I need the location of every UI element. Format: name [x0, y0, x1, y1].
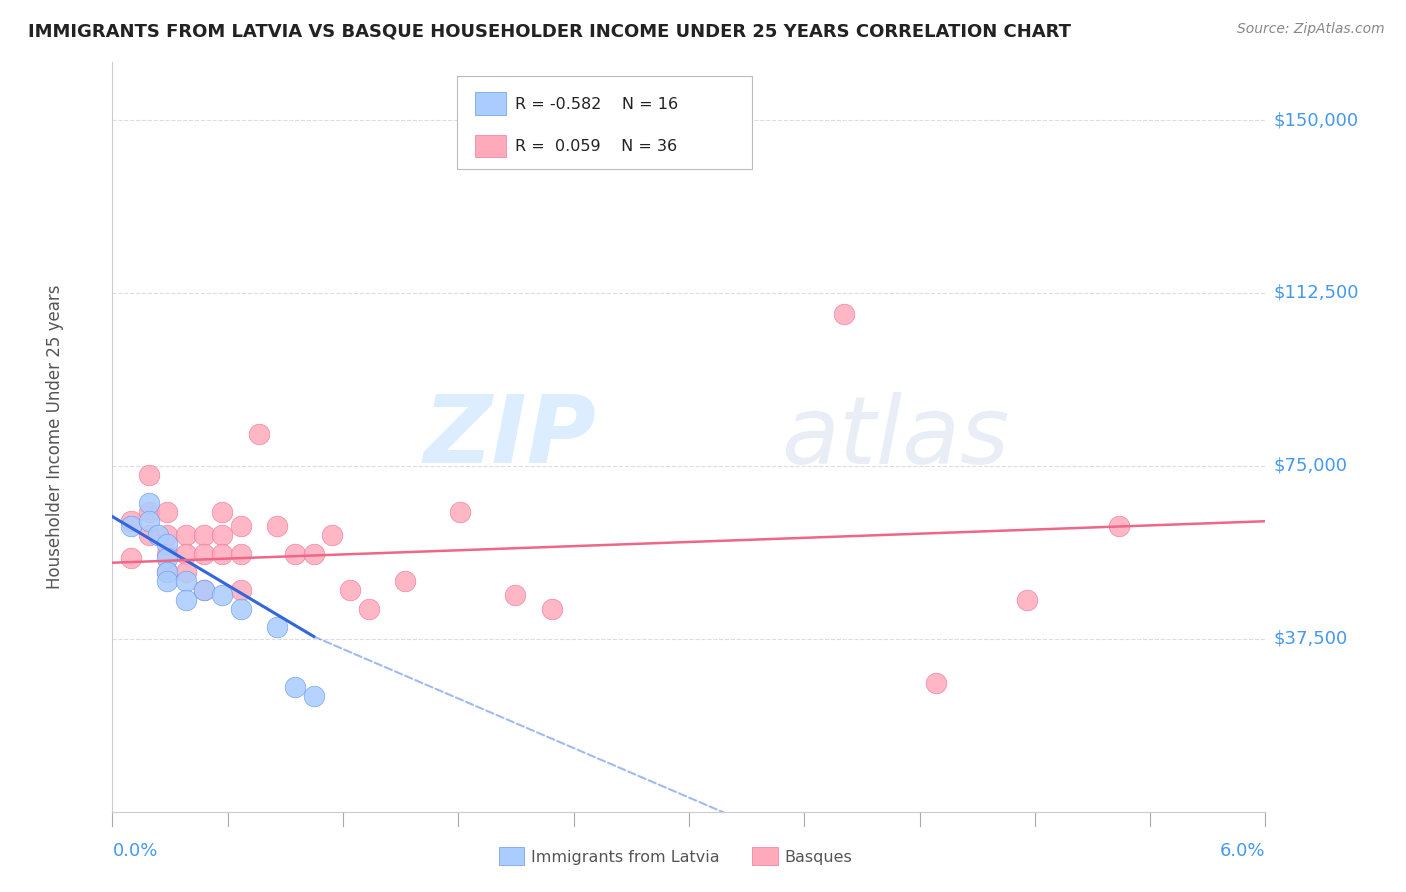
Text: $150,000: $150,000 [1274, 112, 1358, 129]
Point [302, 547, 325, 561]
Point [211, 547, 233, 561]
Point [120, 551, 142, 566]
Point [138, 528, 160, 542]
Point [138, 514, 160, 528]
Point [357, 602, 380, 616]
Point [156, 574, 179, 589]
Point [156, 547, 179, 561]
Point [266, 620, 288, 634]
Point [174, 574, 197, 589]
Text: ZIP: ZIP [423, 391, 596, 483]
Text: 6.0%: 6.0% [1220, 842, 1265, 860]
Text: IMMIGRANTS FROM LATVIA VS BASQUE HOUSEHOLDER INCOME UNDER 25 YEARS CORRELATION C: IMMIGRANTS FROM LATVIA VS BASQUE HOUSEHO… [28, 22, 1071, 40]
Point [211, 588, 233, 602]
Text: R =  0.059    N = 36: R = 0.059 N = 36 [515, 139, 676, 154]
Point [394, 574, 416, 589]
Point [174, 528, 197, 542]
Point [284, 547, 307, 561]
Point [1017, 592, 1039, 607]
Point [138, 468, 160, 483]
Point [211, 505, 233, 519]
Point [925, 675, 948, 690]
Point [120, 514, 142, 528]
Point [174, 547, 197, 561]
Point [156, 551, 179, 566]
Text: $75,000: $75,000 [1274, 457, 1348, 475]
Point [138, 496, 160, 510]
Point [193, 547, 215, 561]
Point [156, 537, 179, 551]
Point [540, 602, 562, 616]
Point [138, 505, 160, 519]
Point [174, 592, 197, 607]
Text: R = -0.582    N = 16: R = -0.582 N = 16 [515, 96, 678, 112]
Point [229, 547, 252, 561]
Point [193, 583, 215, 598]
Point [284, 680, 307, 694]
Point [156, 528, 179, 542]
Point [229, 583, 252, 598]
Text: atlas: atlas [782, 392, 1010, 483]
Point [247, 426, 270, 441]
Text: $112,500: $112,500 [1274, 284, 1360, 302]
Point [174, 565, 197, 579]
Point [449, 505, 471, 519]
Point [834, 307, 856, 321]
Text: Basques: Basques [785, 850, 852, 864]
Point [156, 505, 179, 519]
Point [211, 528, 233, 542]
Point [229, 519, 252, 533]
Text: Source: ZipAtlas.com: Source: ZipAtlas.com [1237, 22, 1385, 37]
Point [120, 519, 142, 533]
Point [321, 528, 343, 542]
Point [193, 528, 215, 542]
Point [503, 588, 526, 602]
Point [156, 565, 179, 579]
Point [229, 602, 252, 616]
Point [302, 690, 325, 704]
Text: $37,500: $37,500 [1274, 630, 1348, 648]
Point [156, 565, 179, 579]
Point [193, 583, 215, 598]
Text: Immigrants from Latvia: Immigrants from Latvia [531, 850, 720, 864]
Point [1108, 519, 1130, 533]
Text: Householder Income Under 25 years: Householder Income Under 25 years [46, 285, 63, 590]
Point [148, 528, 170, 542]
Text: 0.0%: 0.0% [112, 842, 157, 860]
Point [339, 583, 361, 598]
Point [266, 519, 288, 533]
